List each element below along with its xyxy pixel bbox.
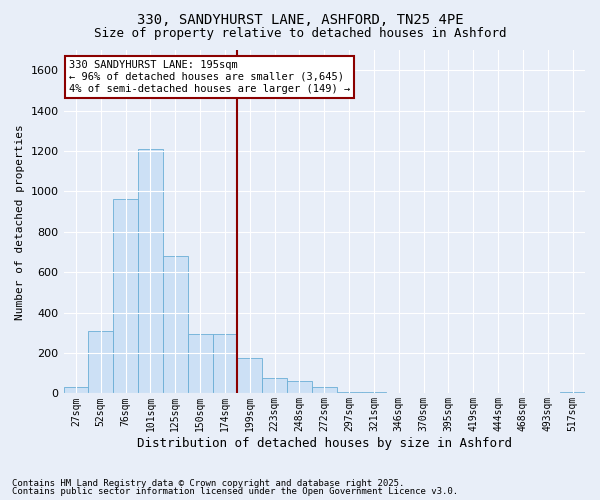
Bar [287,382,312,394]
Bar [560,392,585,394]
Bar [188,334,212,394]
Bar [113,200,138,394]
Y-axis label: Number of detached properties: Number of detached properties [15,124,25,320]
Bar [238,358,262,394]
Bar [212,334,238,394]
Bar [362,392,386,394]
Bar [138,149,163,394]
Bar [64,388,88,394]
Text: Contains public sector information licensed under the Open Government Licence v3: Contains public sector information licen… [12,487,458,496]
Text: Size of property relative to detached houses in Ashford: Size of property relative to detached ho… [94,28,506,40]
Bar [312,388,337,394]
Text: 330 SANDYHURST LANE: 195sqm
← 96% of detached houses are smaller (3,645)
4% of s: 330 SANDYHURST LANE: 195sqm ← 96% of det… [69,60,350,94]
Text: 330, SANDYHURST LANE, ASHFORD, TN25 4PE: 330, SANDYHURST LANE, ASHFORD, TN25 4PE [137,12,463,26]
Bar [163,256,188,394]
X-axis label: Distribution of detached houses by size in Ashford: Distribution of detached houses by size … [137,437,512,450]
Text: Contains HM Land Registry data © Crown copyright and database right 2025.: Contains HM Land Registry data © Crown c… [12,478,404,488]
Bar [262,378,287,394]
Bar [88,331,113,394]
Bar [337,392,362,394]
